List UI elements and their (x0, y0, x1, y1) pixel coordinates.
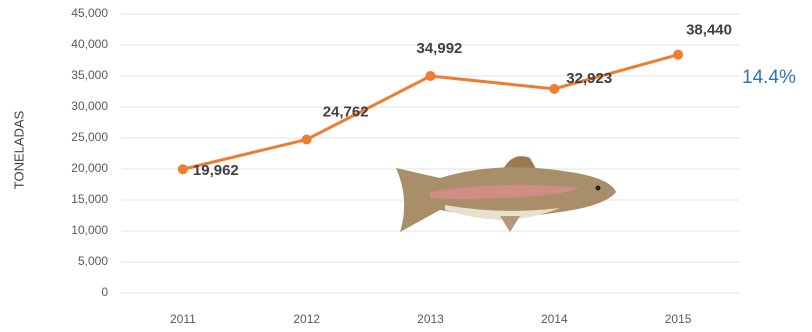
data-point (177, 164, 188, 175)
data-point (549, 83, 560, 94)
fish-fin (500, 216, 520, 232)
data-label: 24,762 (323, 103, 369, 120)
fish-eye (595, 185, 601, 191)
x-tick-label: 2013 (417, 312, 444, 326)
x-tick-label: 2012 (293, 312, 320, 326)
x-tick-label: 2014 (541, 312, 568, 326)
y-tick-label: 30,000 (71, 99, 108, 113)
data-label: 38,440 (686, 22, 732, 39)
y-tick-label: 0 (101, 285, 108, 299)
y-tick-label: 20,000 (71, 161, 108, 175)
y-tick-label: 25,000 (71, 130, 108, 144)
data-label: 34,992 (417, 40, 463, 57)
y-tick-label: 5,000 (78, 254, 108, 268)
y-axis-label: TONELADAS (11, 110, 26, 189)
data-point (425, 71, 436, 82)
y-tick-label: 35,000 (71, 68, 108, 82)
x-tick-label: 2015 (665, 312, 692, 326)
fish-illustration (396, 156, 616, 232)
fish-stripe (430, 184, 580, 199)
fish-body (396, 167, 616, 232)
data-point (301, 134, 312, 145)
data-label: 32,923 (566, 70, 612, 87)
x-tick-label: 2011 (170, 312, 196, 326)
y-tick-label: 40,000 (71, 37, 108, 51)
fish-belly (445, 205, 560, 220)
y-tick-label: 45,000 (71, 6, 108, 20)
annotation: 14.4% (742, 67, 796, 88)
data-point (673, 49, 684, 60)
data-label: 19,962 (193, 162, 239, 179)
y-tick-label: 15,000 (71, 192, 108, 206)
y-tick-label: 10,000 (71, 223, 108, 237)
